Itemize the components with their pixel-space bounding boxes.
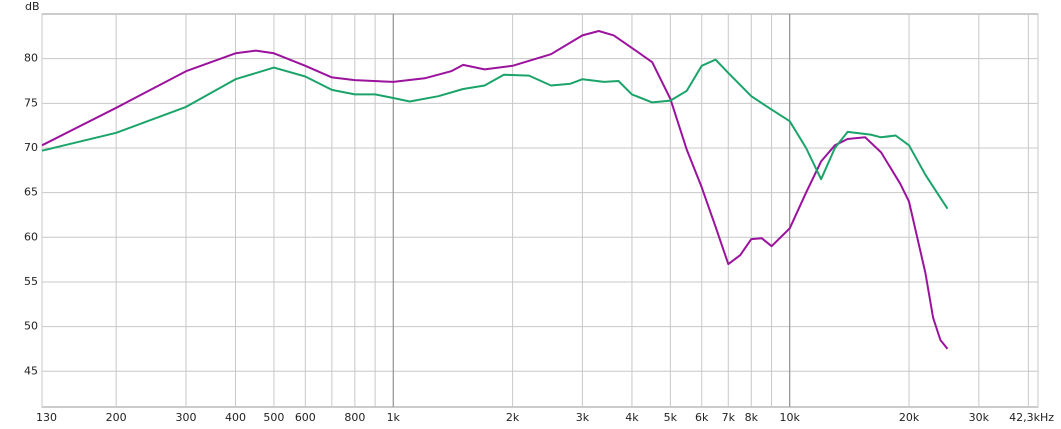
x-tick-label: 20k bbox=[899, 411, 920, 424]
x-tick-label: 600 bbox=[295, 411, 316, 424]
x-tick-label: 5k bbox=[664, 411, 678, 424]
x-tick-label: 130 bbox=[36, 411, 57, 424]
series-line bbox=[41, 58, 949, 210]
x-tick-label: 300 bbox=[175, 411, 196, 424]
y-tick-label: 70 bbox=[24, 141, 38, 154]
x-tick-label: 7k bbox=[722, 411, 736, 424]
x-tick-label: 10k bbox=[780, 411, 801, 424]
x-tick-label: 800 bbox=[344, 411, 365, 424]
x-tick-label: 400 bbox=[225, 411, 246, 424]
y-tick-label: 50 bbox=[24, 320, 38, 333]
y-tick-label: 80 bbox=[24, 52, 38, 65]
x-tick-label: 4k bbox=[625, 411, 639, 424]
x-tick-label: 42,3kHz bbox=[1009, 411, 1054, 424]
x-tick-label: 500 bbox=[263, 411, 284, 424]
y-tick-label: 75 bbox=[24, 96, 38, 109]
series-line bbox=[41, 30, 949, 350]
y-tick-label: 65 bbox=[24, 186, 38, 199]
x-tick-label: 3k bbox=[576, 411, 590, 424]
x-tick-label: 2k bbox=[506, 411, 520, 424]
x-tick-label: 1k bbox=[387, 411, 401, 424]
plot-area bbox=[41, 13, 1039, 408]
x-tick-label: 8k bbox=[745, 411, 759, 424]
y-tick-label: 45 bbox=[24, 364, 38, 377]
x-tick-label: 200 bbox=[106, 411, 127, 424]
x-tick-label: 6k bbox=[695, 411, 709, 424]
x-tick-label: 30k bbox=[969, 411, 990, 424]
y-tick-label: 55 bbox=[24, 275, 38, 288]
y-tick-label: 60 bbox=[24, 230, 38, 243]
y-axis-label: dB bbox=[25, 0, 40, 13]
